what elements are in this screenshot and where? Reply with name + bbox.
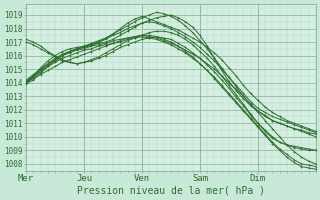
X-axis label: Pression niveau de la mer( hPa ): Pression niveau de la mer( hPa ): [77, 186, 265, 196]
